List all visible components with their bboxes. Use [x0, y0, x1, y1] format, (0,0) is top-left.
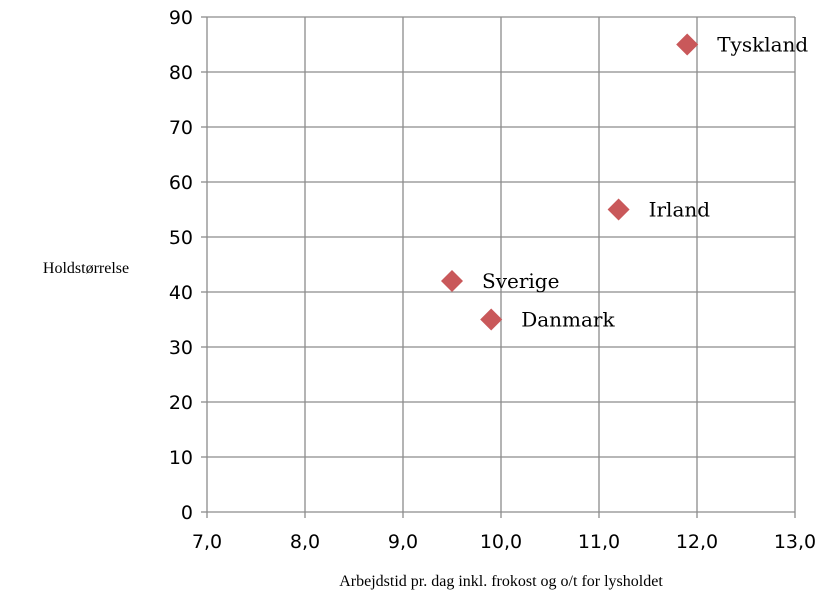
- y-tick-label: 30: [169, 337, 193, 359]
- x-tick-label: 7,0: [192, 531, 222, 553]
- data-point-marker: [441, 270, 463, 292]
- x-axis-title: Arbejdstid pr. dag inkl. frokost og o/t …: [339, 573, 663, 590]
- x-tick-label: 12,0: [676, 531, 718, 553]
- x-tick-label: 8,0: [290, 531, 320, 553]
- y-tick-label: 20: [169, 392, 193, 414]
- x-tick-label: 13,0: [774, 531, 816, 553]
- data-points: Tyskland Irland Sverige Danmark: [441, 33, 808, 332]
- data-point-label: Tyskland: [717, 33, 808, 57]
- data-point-marker: [607, 198, 630, 221]
- x-tick-labels: 7,0 8,0 9,0 10,0 11,0 12,0 13,0: [192, 531, 816, 553]
- y-tick-labels: 0 10 20 30 40 50 60 70 80 90: [169, 7, 193, 524]
- y-tick-label: 40: [169, 282, 193, 304]
- grid-lines: [201, 16, 796, 518]
- data-point-marker: [676, 33, 699, 56]
- x-tick-label: 9,0: [388, 531, 418, 553]
- x-tick-label: 11,0: [578, 531, 620, 553]
- y-tick-label: 60: [169, 172, 193, 194]
- y-tick-label: 90: [169, 7, 193, 29]
- y-tick-label: 70: [169, 117, 193, 139]
- data-point-label: Sverige: [482, 269, 559, 293]
- y-tick-label: 50: [169, 227, 193, 249]
- y-tick-label: 10: [169, 447, 193, 469]
- x-tick-label: 10,0: [480, 531, 522, 553]
- y-tick-label: 80: [169, 62, 193, 84]
- data-point-label: Danmark: [521, 308, 615, 332]
- data-point-label: Irland: [649, 198, 711, 222]
- y-tick-label: 0: [181, 502, 193, 524]
- data-point-marker: [480, 308, 503, 331]
- y-axis-title: Holdstørrelse: [43, 260, 129, 277]
